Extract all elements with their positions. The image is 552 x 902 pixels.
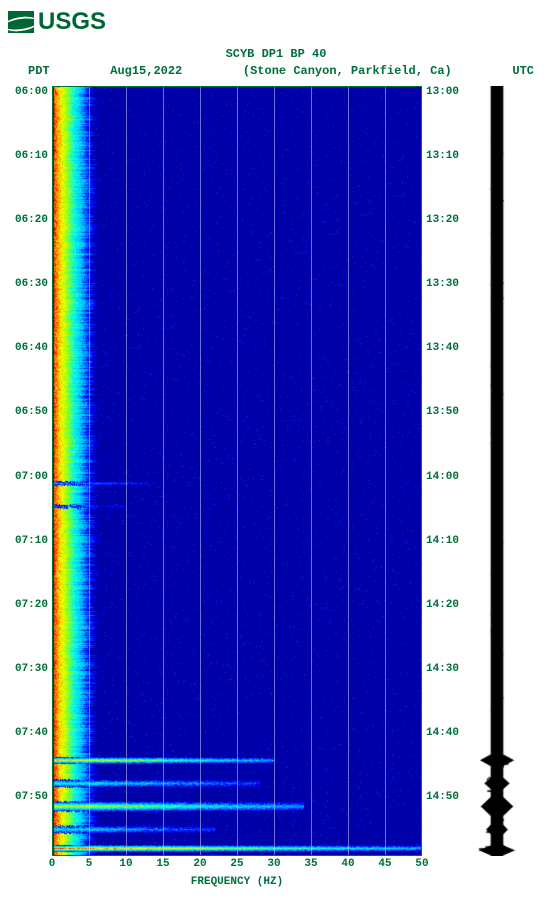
y-right-tick: 14:40 — [426, 727, 466, 739]
x-tick: 15 — [156, 858, 169, 870]
y-right-tick: 13:00 — [426, 86, 466, 98]
x-tick: 30 — [267, 858, 280, 870]
chart-area: 06:00 06:10 06:20 06:30 06:40 06:50 07:00 07:10… — [8, 86, 544, 856]
y-left-tick: 07:40 — [8, 727, 48, 739]
spectrogram-container — [52, 86, 422, 856]
chart-date: Aug15,2022 — [110, 63, 182, 80]
y-right-tick: 13:10 — [426, 150, 466, 162]
tz-right-label: UTC — [512, 63, 534, 80]
usgs-logo-wave-icon — [8, 11, 34, 33]
y-left-tick: 07:30 — [8, 663, 48, 675]
y-left-tick: 06:10 — [8, 150, 48, 162]
y-left-tick: 07:20 — [8, 599, 48, 611]
usgs-logo-text: USGS — [38, 8, 106, 36]
y-left-tick: 06:40 — [8, 342, 48, 354]
x-axis-label: FREQUENCY (HZ) — [52, 876, 422, 888]
spectrogram-canvas — [52, 86, 422, 856]
y-right-tick: 13:40 — [426, 342, 466, 354]
y-right-tick: 14:50 — [426, 791, 466, 803]
y-right-tick: 14:10 — [426, 535, 466, 547]
y-left-tick: 06:50 — [8, 406, 48, 418]
y-axis-right-utc: 13:00 13:10 13:20 13:30 13:40 13:50 14:00 14:10… — [422, 86, 466, 856]
x-tick: 45 — [378, 858, 391, 870]
chart-station: (Stone Canyon, Parkfield, Ca) — [243, 63, 452, 80]
x-tick: 0 — [49, 858, 56, 870]
y-left-tick: 07:50 — [8, 791, 48, 803]
x-tick: 5 — [86, 858, 93, 870]
y-left-tick: 06:00 — [8, 86, 48, 98]
y-right-tick: 13:30 — [426, 278, 466, 290]
x-tick: 50 — [415, 858, 428, 870]
y-right-tick: 14:00 — [426, 471, 466, 483]
y-left-tick: 06:30 — [8, 278, 48, 290]
y-right-tick: 14:20 — [426, 599, 466, 611]
y-right-tick: 13:50 — [426, 406, 466, 418]
y-right-tick: 13:20 — [426, 214, 466, 226]
x-axis-ticks: 05101520253035404550 — [52, 858, 422, 874]
x-tick: 20 — [193, 858, 206, 870]
seismogram-canvas — [478, 86, 516, 856]
chart-title-line1: SCYB DP1 BP 40 — [8, 46, 544, 63]
seismogram-strip — [478, 86, 516, 856]
y-right-tick: 14:30 — [426, 663, 466, 675]
y-left-tick: 07:00 — [8, 471, 48, 483]
x-tick: 25 — [230, 858, 243, 870]
y-left-tick: 06:20 — [8, 214, 48, 226]
y-axis-left-pdt: 06:00 06:10 06:20 06:30 06:40 06:50 07:00 07:10… — [8, 86, 52, 856]
usgs-logo: USGS — [8, 8, 544, 36]
x-axis: 05101520253035404550 FREQUENCY (HZ) — [52, 858, 422, 894]
y-left-tick: 07:10 — [8, 535, 48, 547]
chart-title-line2: PDT Aug15,2022 (Stone Canyon, Parkfield,… — [8, 63, 544, 80]
x-tick: 35 — [304, 858, 317, 870]
chart-title: SCYB DP1 BP 40 PDT Aug15,2022 (Stone Can… — [8, 46, 544, 80]
x-tick: 10 — [119, 858, 132, 870]
tz-left-label: PDT — [28, 63, 50, 80]
x-tick: 40 — [341, 858, 354, 870]
